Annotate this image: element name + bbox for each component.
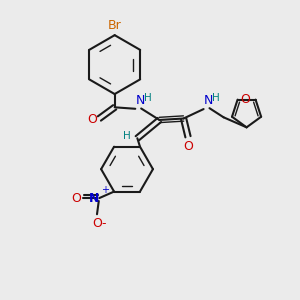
Text: O: O: [71, 192, 81, 205]
Text: O: O: [183, 140, 193, 153]
Text: -: -: [101, 217, 106, 230]
Text: +: +: [101, 185, 109, 195]
Text: H: H: [212, 94, 220, 103]
Text: Br: Br: [108, 19, 122, 32]
Text: O: O: [92, 217, 102, 230]
Text: N: N: [204, 94, 214, 107]
Text: O: O: [241, 93, 250, 106]
Text: H: H: [143, 94, 151, 103]
Text: O: O: [87, 113, 97, 127]
Text: H: H: [123, 131, 131, 141]
Text: N: N: [88, 192, 99, 205]
Text: N: N: [136, 94, 145, 107]
